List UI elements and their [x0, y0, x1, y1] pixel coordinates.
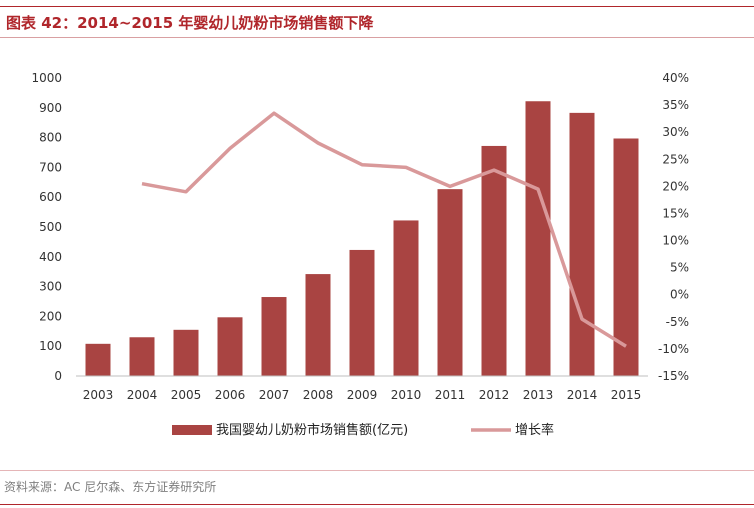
sales-bar — [437, 189, 463, 376]
sales-bar — [569, 112, 595, 376]
x-tick-label: 2014 — [567, 388, 598, 402]
chart-title: 图表 42：2014~2015 年婴幼儿奶粉市场销售额下降 — [6, 14, 374, 32]
x-axis-ticks: 2003 2004 2005 2006 2007 2008 2009 2010 2011 2012… — [83, 388, 642, 402]
x-tick-label: 2006 — [215, 388, 246, 402]
legend-label-sales: 我国婴幼儿奶粉市场销售额(亿元) — [216, 422, 408, 438]
left-tick-label: 600 — [39, 190, 62, 204]
sales-bar — [173, 329, 199, 376]
sales-bar — [217, 317, 243, 376]
left-tick-label: 0 — [54, 369, 62, 383]
left-tick-label: 800 — [39, 131, 62, 145]
x-tick-label: 2010 — [391, 388, 422, 402]
legend: 我国婴幼儿奶粉市场销售额(亿元) 增长率 — [172, 422, 554, 438]
right-tick-label: -10% — [658, 342, 689, 356]
right-tick-label: 25% — [662, 152, 689, 166]
x-tick-label: 2012 — [479, 388, 510, 402]
right-tick-label: 40% — [662, 71, 689, 85]
sales-bar — [349, 249, 375, 376]
left-tick-label: 500 — [39, 220, 62, 234]
left-tick-label: 200 — [39, 309, 62, 323]
left-tick-label: 100 — [39, 339, 62, 353]
right-tick-label: 30% — [662, 125, 689, 139]
x-tick-label: 2005 — [171, 388, 202, 402]
sales-bar — [525, 101, 551, 376]
right-tick-label: 15% — [662, 206, 689, 220]
source-note: 资料来源：AC 尼尔森、东方证券研究所 — [4, 480, 217, 494]
chart: 0 100 200 300 400 500 600 700 800 900 1000 -15% -10… — [31, 71, 689, 438]
left-tick-label: 700 — [39, 160, 62, 174]
x-tick-label: 2008 — [303, 388, 334, 402]
sales-bar — [261, 297, 287, 376]
left-tick-label: 300 — [39, 280, 62, 294]
x-tick-label: 2011 — [435, 388, 466, 402]
x-tick-label: 2003 — [83, 388, 114, 402]
x-tick-label: 2015 — [611, 388, 642, 402]
title-separator — [0, 37, 754, 38]
legend-label-growth: 增长率 — [515, 422, 554, 438]
legend-swatch-sales — [172, 425, 212, 435]
x-tick-label: 2013 — [523, 388, 554, 402]
sales-bar — [393, 220, 419, 376]
right-tick-label: -15% — [658, 369, 689, 383]
sales-bar — [613, 138, 639, 376]
left-tick-label: 400 — [39, 250, 62, 264]
right-tick-label: 5% — [670, 261, 689, 275]
right-tick-label: -5% — [666, 315, 689, 329]
right-tick-label: 35% — [662, 98, 689, 112]
x-tick-label: 2007 — [259, 388, 290, 402]
bottom-rule — [0, 504, 754, 505]
right-tick-label: 20% — [662, 179, 689, 193]
top-rule — [0, 6, 754, 7]
right-tick-label: 10% — [662, 234, 689, 248]
x-tick-label: 2009 — [347, 388, 378, 402]
sales-bar — [129, 337, 155, 376]
left-tick-label: 900 — [39, 101, 62, 115]
sales-bar — [481, 145, 507, 376]
left-axis-ticks: 0 100 200 300 400 500 600 700 800 900 1000 — [31, 71, 62, 383]
sales-bars — [85, 101, 639, 376]
growth-rate-line — [141, 111, 627, 348]
source-separator — [0, 470, 754, 471]
right-tick-label: 0% — [670, 288, 689, 302]
left-tick-label: 1000 — [31, 71, 62, 85]
x-tick-label: 2004 — [127, 388, 158, 402]
right-axis-ticks: -15% -10% -5% 0% 5% 10% 15% 20% 25% 30% 35% 40% — [658, 71, 689, 383]
sales-bar — [85, 343, 111, 376]
sales-bar — [305, 274, 331, 376]
